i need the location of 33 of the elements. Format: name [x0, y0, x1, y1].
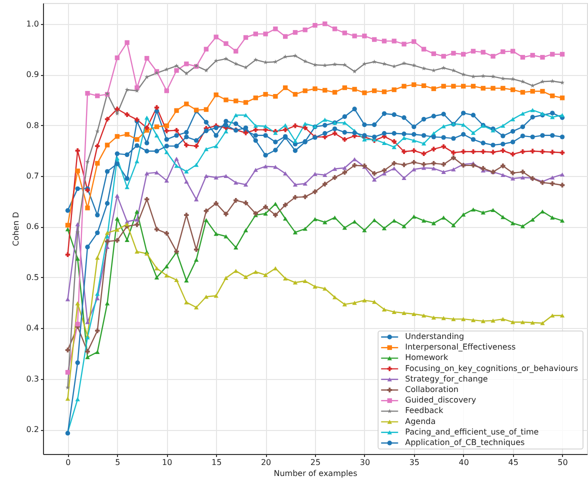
- legend-label: Application_of_CB_techniques: [405, 438, 525, 447]
- legend-label: Guided_discovery: [405, 396, 476, 405]
- x-tick-label: 10: [162, 458, 172, 467]
- y-axis-title: Cohen D: [11, 212, 20, 246]
- legend-label: Agenda: [405, 416, 436, 426]
- x-tick-label: 40: [458, 458, 469, 467]
- x-tick-label: 50: [558, 458, 568, 467]
- y-tick-label: 0.6: [26, 222, 39, 232]
- y-tick-label: 0.9: [26, 70, 39, 80]
- x-tick-label: 35: [409, 458, 420, 467]
- legend-label: Interpersonal_Effectiveness: [405, 342, 516, 352]
- legend-label: Pacing_and_efficient_use_of_time: [405, 427, 539, 436]
- x-tick-label: 15: [211, 458, 222, 467]
- x-tick-label: 5: [115, 458, 120, 467]
- legend-label: Understanding: [405, 332, 464, 341]
- x-axis-title: Number of examples: [274, 469, 358, 478]
- legend-label: Focusing_on_key_cognitions_or_behaviours: [405, 364, 578, 373]
- y-tick-label: 0.2: [26, 425, 39, 434]
- legend-label: Collaboration: [405, 385, 458, 394]
- legend-label: Feedback: [405, 406, 444, 416]
- y-tick-label: 0.8: [26, 120, 39, 130]
- x-tick-label: 20: [260, 458, 272, 467]
- x-tick-label: 25: [310, 458, 321, 467]
- x-tick-label: 30: [360, 458, 370, 467]
- y-tick-label: 0.4: [26, 324, 39, 333]
- legend-label: Homework: [405, 353, 448, 362]
- y-tick-label: 0.7: [26, 171, 39, 180]
- legend-label: Strategy_for_change: [405, 374, 488, 384]
- x-tick-label: 45: [508, 458, 518, 467]
- y-tick-label: 0.3: [26, 374, 39, 384]
- y-tick-label: 0.5: [26, 272, 39, 282]
- y-tick-label: 1.0: [26, 19, 39, 28]
- x-tick-label: 0: [66, 458, 71, 467]
